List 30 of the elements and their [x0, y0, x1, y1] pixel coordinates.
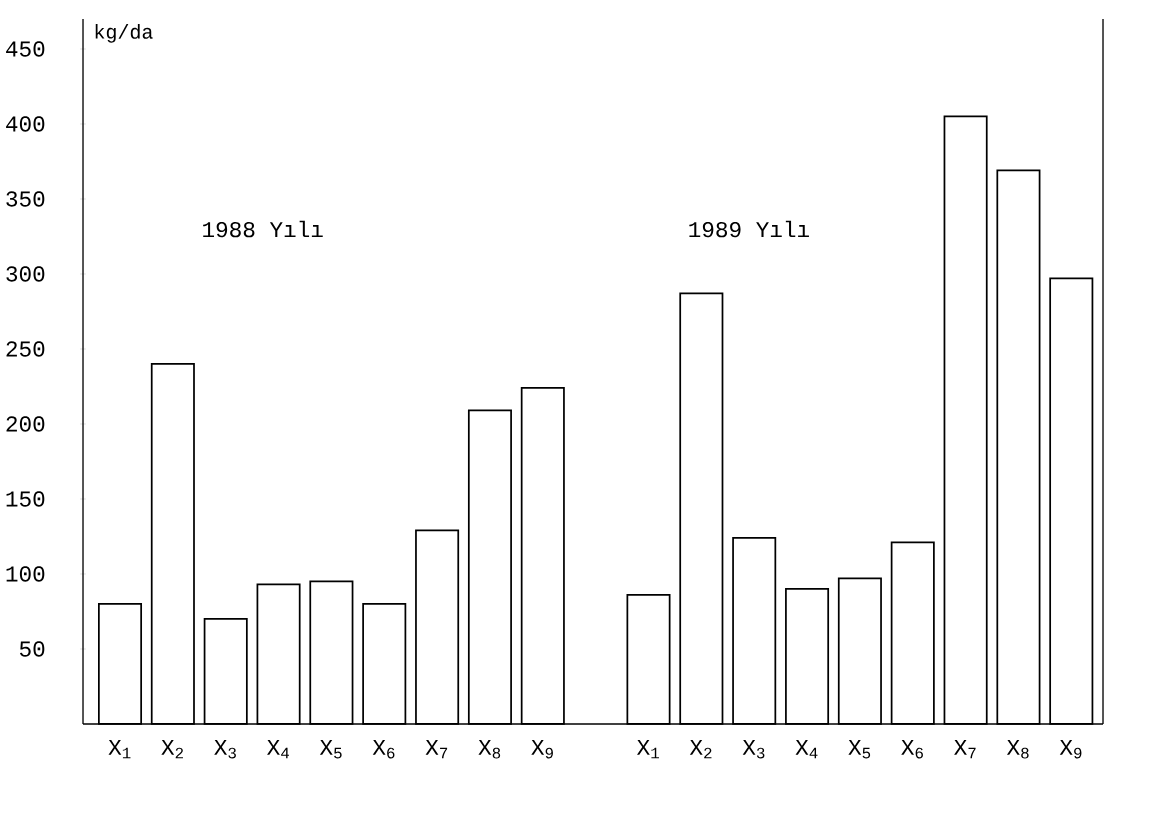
x-tick-label: X$_{5}$ — [848, 739, 871, 759]
x-tick-label: X$_{6}$ — [372, 739, 395, 759]
x-tick-label: X$_{1}$ — [637, 739, 659, 759]
x-tick-label: X$_{5}$ — [319, 739, 342, 759]
y-tick-label: 200 — [6, 416, 45, 432]
x-tick-label: X$_{3}$ — [214, 739, 236, 759]
x-tick-label: X$_{4}$ — [795, 739, 818, 759]
x-tick-label: X$_{3}$ — [742, 739, 765, 759]
x-tick-label: X$_{9}$ — [531, 739, 553, 759]
y-tick-label: 350 — [6, 191, 45, 207]
x-tick-label: X$_{2}$ — [161, 739, 183, 759]
x-tick-label: X$_{2}$ — [689, 739, 712, 759]
y-tick-label: 50 — [19, 641, 45, 657]
x-tick-label: X$_{1}$ — [108, 739, 131, 759]
y-tick-label: 450 — [6, 41, 45, 57]
x-tick-label: X$_{7}$ — [954, 739, 976, 759]
y-tick-label: 150 — [6, 491, 45, 507]
y-tick-label: 100 — [6, 566, 45, 582]
y-tick-label: 250 — [6, 341, 45, 357]
y-tick-label: 300 — [6, 266, 45, 282]
annotation: 1988 Yılı — [203, 220, 323, 238]
y-axis-title: kg/da — [95, 24, 153, 43]
x-tick-label: X$_{8}$ — [1006, 739, 1029, 759]
x-tick-label: X$_{7}$ — [425, 739, 448, 759]
x-tick-label: X$_{6}$ — [901, 739, 923, 759]
annotation: 1989 Yılı — [689, 220, 809, 238]
x-tick-label: X$_{9}$ — [1059, 739, 1082, 759]
y-tick-label: 400 — [6, 116, 45, 132]
x-tick-label: X$_{8}$ — [478, 739, 501, 759]
x-tick-label: X$_{4}$ — [267, 739, 289, 759]
